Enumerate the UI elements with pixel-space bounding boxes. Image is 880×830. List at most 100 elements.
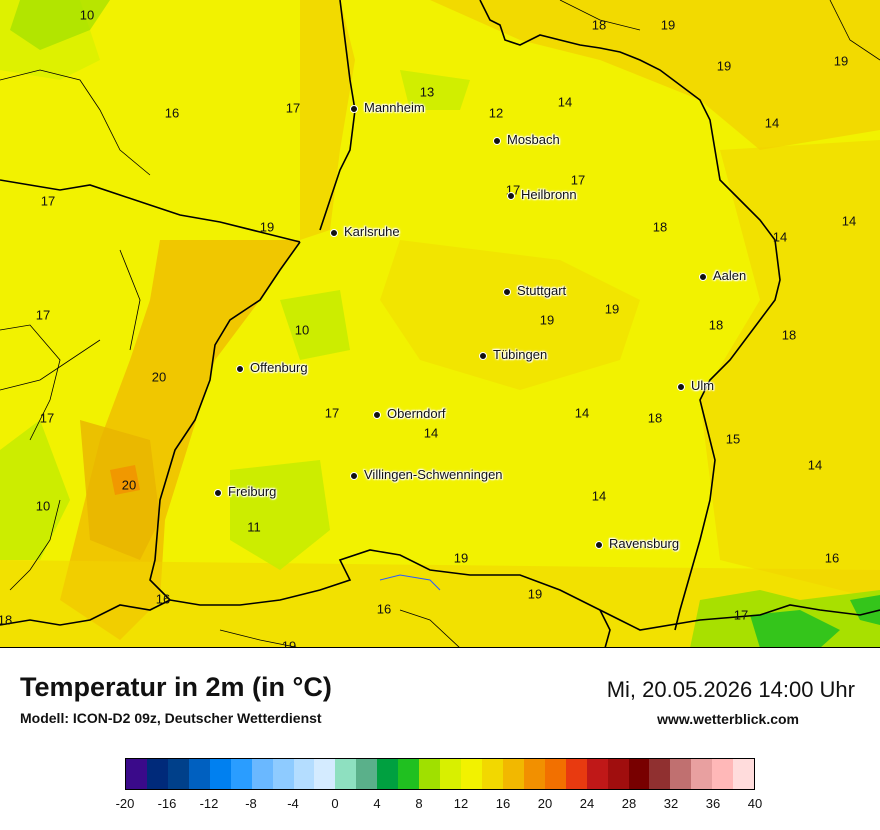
temperature-value: 17 <box>324 405 340 421</box>
temperature-value: 18 <box>708 317 724 333</box>
temperature-value: 19 <box>833 53 849 69</box>
legend-swatch <box>293 759 315 789</box>
legend-swatch <box>398 759 420 789</box>
legend-tick: -4 <box>287 796 299 811</box>
temperature-value: 14 <box>807 457 823 473</box>
website-link[interactable]: www.wetterblick.com <box>657 711 799 727</box>
city-dot <box>330 229 338 237</box>
city-label: Ulm <box>691 378 715 393</box>
legend-swatch <box>691 759 713 789</box>
temperature-value: 19 <box>660 17 676 33</box>
legend-swatch <box>188 759 210 789</box>
temperature-value: 16 <box>155 591 171 607</box>
temperature-value: 14 <box>423 425 439 441</box>
city-dot <box>236 365 244 373</box>
legend-swatch <box>712 759 734 789</box>
temperature-value: 19 <box>527 586 543 602</box>
legend-tick: 36 <box>705 796 721 811</box>
legend-swatch <box>251 759 273 789</box>
temperature-value: 14 <box>764 115 780 131</box>
legend-swatch <box>461 759 482 789</box>
temperature-value: 16 <box>824 550 840 566</box>
city-dot <box>699 273 707 281</box>
legend-tick: -8 <box>245 796 257 811</box>
legend-swatch <box>419 759 441 789</box>
city-label: Offenburg <box>250 360 308 375</box>
legend-swatch <box>502 759 524 789</box>
city-label: Karlsruhe <box>344 224 400 239</box>
legend-swatch <box>209 759 231 789</box>
legend-swatch <box>523 759 545 789</box>
city-label: Mannheim <box>364 100 425 115</box>
temperature-value: 18 <box>591 17 607 33</box>
city-dot <box>595 541 603 549</box>
legend-swatch <box>167 759 189 789</box>
temperature-value: 18 <box>0 612 13 628</box>
city-dot <box>373 411 381 419</box>
legend-swatch <box>544 759 566 789</box>
temperature-value: 19 <box>281 638 297 648</box>
city-dot <box>677 383 685 391</box>
temperature-value: 19 <box>539 312 555 328</box>
legend-swatch <box>628 759 650 789</box>
city-dot <box>503 288 511 296</box>
legend-swatch <box>565 759 587 789</box>
city-label: Aalen <box>713 268 747 283</box>
color-scale-legend <box>125 758 755 790</box>
legend-tick: 16 <box>495 796 511 811</box>
city-dot <box>214 489 222 497</box>
city-label: Mosbach <box>507 132 560 147</box>
legend-swatch <box>230 759 252 789</box>
temperature-value: 14 <box>772 229 788 245</box>
temperature-value: 14 <box>574 405 590 421</box>
temperature-map: 10 18 19 19 19 16 17 13 12 14 14 17 17 17 19 18 14 14 17 10… <box>0 0 880 648</box>
temperature-value: 20 <box>121 477 137 493</box>
temperature-value: 19 <box>259 219 275 235</box>
legend-tick: 28 <box>621 796 637 811</box>
temperature-value: 13 <box>419 84 435 100</box>
temperature-value: 14 <box>841 213 857 229</box>
legend-swatch <box>440 759 461 789</box>
legend-swatch <box>335 759 357 789</box>
city-label: Freiburg <box>228 484 277 499</box>
temperature-value: 17 <box>39 410 55 426</box>
temperature-value: 17 <box>733 607 749 623</box>
temperature-value: 16 <box>164 105 180 121</box>
model-info: Modell: ICON-D2 09z, Deutscher Wetterdie… <box>20 710 322 726</box>
temperature-value: 18 <box>647 410 663 426</box>
city-label: Ravensburg <box>609 536 680 551</box>
legend-tick: 0 <box>331 796 339 811</box>
legend-swatch <box>356 759 378 789</box>
legend-swatch <box>670 759 692 789</box>
temperature-value: 14 <box>557 94 573 110</box>
temperature-value: 11 <box>247 519 261 535</box>
legend-swatch <box>126 759 147 789</box>
temperature-value: 17 <box>40 193 56 209</box>
legend-tick: 24 <box>579 796 595 811</box>
city-label: Villingen-Schwenningen <box>364 467 503 482</box>
city-label: Oberndorf <box>387 406 446 421</box>
city-dot <box>507 192 515 200</box>
temperature-value: 15 <box>725 431 741 447</box>
temperature-value: 16 <box>376 601 392 617</box>
temperature-value: 20 <box>151 369 167 385</box>
temperature-value: 19 <box>604 301 620 317</box>
legend-tick: -12 <box>199 796 219 811</box>
city-dot <box>493 137 501 145</box>
legend-swatch <box>649 759 671 789</box>
legend-tick: 40 <box>747 796 763 811</box>
legend-tick: 32 <box>663 796 679 811</box>
city-dot <box>350 472 358 480</box>
temperature-value: 17 <box>35 307 51 323</box>
legend-swatch <box>481 759 503 789</box>
temperature-value: 10 <box>294 322 310 338</box>
legend-tick: 20 <box>537 796 553 811</box>
temperature-value: 12 <box>488 105 504 121</box>
legend-swatch <box>733 759 755 789</box>
temperature-value: 19 <box>716 58 732 74</box>
legend-swatch <box>314 759 336 789</box>
map-shading <box>0 0 880 647</box>
legend-swatch <box>146 759 168 789</box>
forecast-datetime: Mi, 20.05.2026 14:00 Uhr <box>606 677 855 702</box>
temperature-value: 10 <box>79 7 95 23</box>
